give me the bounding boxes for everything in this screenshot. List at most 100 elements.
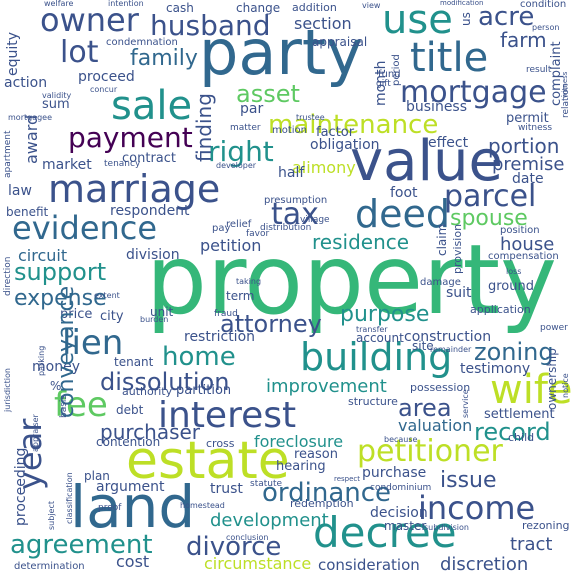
word-subject: subject (47, 501, 56, 530)
word-period: period (391, 54, 402, 86)
word-view: view (362, 1, 381, 10)
word-restriction: restriction (184, 329, 256, 345)
word-proceeding: proceeding (13, 447, 29, 526)
word-award: award (22, 114, 41, 164)
word-distribution: distribution (260, 223, 312, 233)
word-proof: proof (98, 503, 122, 513)
word-wife: wife (490, 367, 573, 413)
word-finding: finding (192, 93, 216, 162)
word-premise: premise (492, 154, 565, 175)
word-half: half (278, 165, 305, 181)
word-burden: burden (140, 315, 169, 324)
word-attorney: attorney (220, 310, 322, 338)
word-support: support (14, 258, 107, 286)
word-action: action (4, 75, 48, 91)
word-parking: parking (37, 345, 46, 376)
word-section: section (294, 14, 352, 33)
word-obligation: obligation (310, 137, 380, 153)
word-circuit: circuit (18, 246, 68, 265)
word-loss: loss (506, 267, 522, 276)
word-area: area (398, 394, 452, 422)
word-maintenance: maintenance (268, 110, 439, 140)
word-subdivision: subdivision (424, 523, 469, 532)
word-record: record (474, 418, 551, 446)
word-foreclosure: foreclosure (254, 432, 344, 451)
word-power: power (540, 323, 568, 333)
word-testimony: testimony (460, 361, 531, 377)
word-master: master (384, 519, 427, 533)
word-home: home (162, 342, 236, 372)
word-effect: effect (428, 135, 469, 151)
word-benefit: benefit (6, 205, 49, 219)
word-tract: tract (510, 534, 553, 555)
word-authority: authority (122, 385, 173, 398)
word-city: city (100, 309, 124, 324)
word-classification: classification (65, 472, 74, 524)
word-modification: modification (440, 0, 484, 7)
word-plan: plan (84, 469, 110, 483)
word-consideration: consideration (318, 556, 420, 574)
word-petitioner: petitioner (357, 434, 503, 469)
word-cross: cross (206, 437, 235, 450)
word-suit: suit (446, 285, 472, 301)
word-ground: ground (488, 279, 534, 294)
word-site: site (412, 339, 434, 353)
word-contract: contract (122, 151, 176, 166)
word-possession: possession (410, 381, 471, 394)
word-because: because (384, 435, 418, 444)
word-ordinance: ordinance (262, 478, 392, 508)
word-purchase: purchase (362, 465, 427, 481)
word-sum: sum (42, 97, 70, 112)
word-tenancy: tenancy (104, 159, 141, 169)
word-fraud: fraud (214, 309, 238, 319)
word-circumstance: circumstance (204, 554, 312, 573)
word-debt: debt (116, 403, 144, 417)
word-interest: interest (158, 395, 297, 436)
word-permit: permit (506, 111, 549, 126)
word-title: title (410, 35, 489, 81)
word-factor: factor (316, 125, 355, 140)
word-fund: fund (378, 69, 401, 80)
word-village: village (300, 215, 330, 225)
word-purchaser: purchaser (100, 420, 201, 444)
word-respect: respect (334, 475, 361, 483)
word-acre: acre (478, 2, 535, 32)
word-apartment: apartment (3, 130, 13, 178)
word-rezoning: rezoning (522, 519, 570, 532)
word-extent: extent (94, 291, 120, 300)
word-equity: equity (5, 31, 21, 76)
word-tenant: tenant (114, 355, 154, 369)
word-hearing: hearing (276, 459, 326, 474)
word-evidence: evidence (12, 209, 158, 247)
word-alimony: alimony (292, 158, 356, 177)
word-mortgage: mortgage (400, 75, 547, 110)
word-favor: favor (246, 229, 270, 239)
word-transfer: transfer (356, 325, 388, 334)
word-payment: payment (68, 121, 193, 154)
word-intention: intention (108, 0, 144, 8)
word-lien: lien (62, 323, 124, 363)
word-trust: trust (210, 481, 243, 497)
word-decree: decree (313, 508, 457, 557)
word-par: par (240, 101, 264, 117)
word-conclusion: conclusion (226, 533, 269, 542)
word-claim: claim (435, 223, 449, 256)
word-settlement: settlement (484, 407, 555, 422)
word-property: property (146, 224, 557, 336)
word-witness: witness (518, 123, 553, 133)
word-spouse: spouse (450, 206, 528, 231)
word-building: building (300, 335, 453, 379)
word-taking: taking (236, 277, 262, 286)
word-development: development (210, 510, 329, 531)
word-cash: cash (166, 1, 194, 15)
word-person: person (532, 23, 560, 32)
word-result: result (526, 65, 552, 75)
word-matter: matter (230, 123, 261, 133)
word-homestead: homestead (180, 501, 225, 510)
word-money: money (32, 359, 80, 375)
word-appraisal: appraisal (312, 35, 368, 49)
word-deed: deed (355, 192, 450, 236)
word-application: application (470, 303, 531, 316)
word-valuation: valuation (398, 416, 473, 435)
